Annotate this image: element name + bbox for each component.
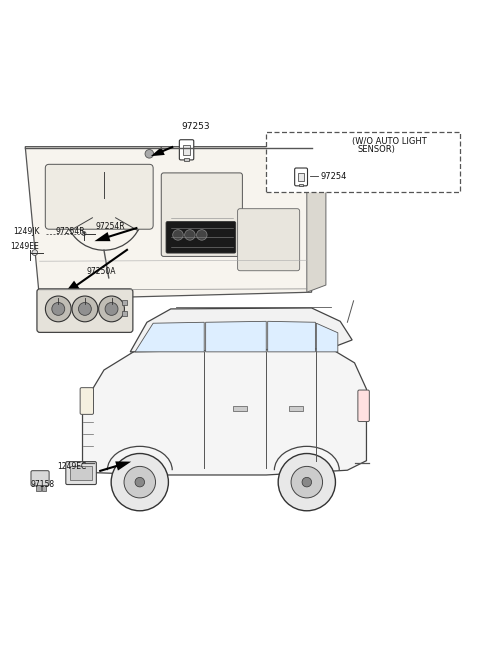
Circle shape: [78, 302, 91, 316]
Circle shape: [46, 296, 71, 322]
FancyBboxPatch shape: [238, 209, 300, 271]
Polygon shape: [307, 159, 326, 292]
Circle shape: [105, 302, 118, 316]
Bar: [42, 485, 46, 491]
Polygon shape: [268, 321, 315, 352]
Bar: [183, 146, 190, 155]
Polygon shape: [63, 281, 80, 295]
FancyBboxPatch shape: [31, 471, 49, 486]
Bar: [233, 406, 247, 411]
Circle shape: [197, 230, 207, 240]
FancyBboxPatch shape: [180, 140, 194, 160]
Bar: [289, 406, 303, 411]
Text: 97254R: 97254R: [96, 222, 125, 231]
Text: 97254R: 97254R: [55, 226, 85, 236]
Text: 1249EC: 1249EC: [58, 462, 87, 471]
Text: 1249JK: 1249JK: [13, 226, 40, 236]
FancyBboxPatch shape: [66, 462, 96, 485]
FancyBboxPatch shape: [295, 168, 308, 186]
Bar: [184, 158, 189, 161]
Circle shape: [135, 478, 144, 487]
Circle shape: [82, 232, 86, 236]
Text: 97253: 97253: [182, 123, 210, 131]
FancyBboxPatch shape: [37, 289, 133, 333]
Polygon shape: [316, 323, 338, 352]
Circle shape: [278, 453, 336, 511]
Text: 97254: 97254: [320, 172, 347, 181]
Circle shape: [111, 453, 168, 511]
FancyBboxPatch shape: [80, 388, 94, 415]
Circle shape: [302, 478, 312, 487]
Circle shape: [145, 150, 154, 158]
Text: (W/O AUTO LIGHT: (W/O AUTO LIGHT: [352, 137, 427, 146]
Bar: [122, 311, 127, 316]
Bar: [299, 184, 303, 186]
Circle shape: [72, 296, 98, 322]
Text: 1249EE: 1249EE: [10, 242, 39, 251]
Polygon shape: [151, 147, 165, 156]
Circle shape: [32, 250, 37, 255]
Polygon shape: [115, 461, 131, 470]
Polygon shape: [205, 321, 266, 352]
Bar: [122, 300, 127, 305]
Polygon shape: [130, 308, 352, 352]
FancyBboxPatch shape: [266, 133, 459, 192]
Polygon shape: [135, 322, 204, 352]
Polygon shape: [95, 232, 110, 241]
FancyBboxPatch shape: [166, 222, 236, 253]
Polygon shape: [25, 147, 312, 299]
Circle shape: [91, 197, 117, 224]
Polygon shape: [83, 348, 366, 475]
Text: 97250A: 97250A: [86, 267, 116, 276]
Circle shape: [185, 230, 195, 240]
Circle shape: [124, 466, 156, 498]
FancyBboxPatch shape: [358, 390, 369, 422]
Circle shape: [291, 466, 323, 498]
Bar: [36, 485, 40, 491]
Circle shape: [52, 302, 65, 316]
Text: SENSOR): SENSOR): [358, 146, 396, 155]
Circle shape: [99, 296, 124, 322]
FancyBboxPatch shape: [161, 173, 242, 256]
FancyBboxPatch shape: [45, 164, 153, 229]
Bar: [70, 466, 92, 480]
Bar: [298, 173, 304, 181]
Circle shape: [173, 230, 183, 240]
Text: 97158: 97158: [31, 480, 55, 489]
